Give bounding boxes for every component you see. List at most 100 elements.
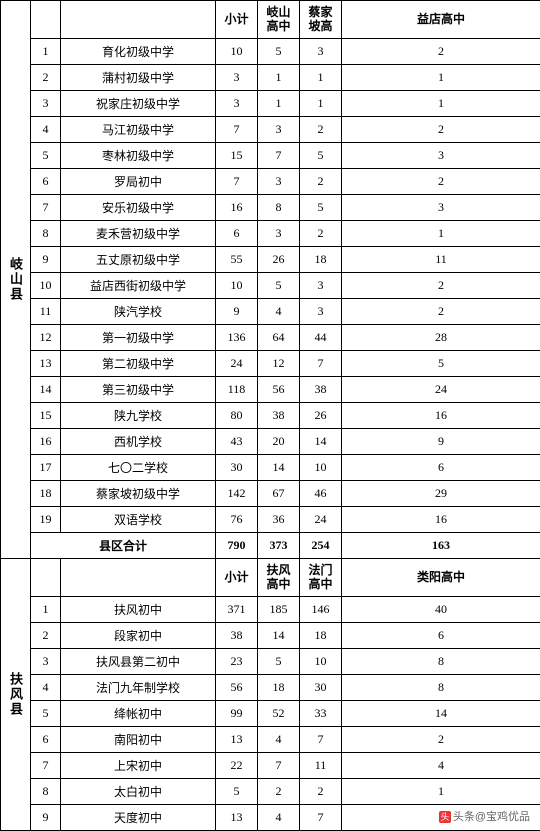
school-name: 天度初中 [61, 804, 216, 830]
col6-value: 11 [342, 246, 540, 272]
table-row: 9五丈原初级中学55261811 [1, 246, 540, 272]
school-name: 罗局初中 [61, 168, 216, 194]
row-index: 4 [31, 674, 61, 700]
table-row: 10益店西街初级中学10532 [1, 272, 540, 298]
watermark: 头头条@宝鸡优品 [435, 807, 534, 825]
school-name: 蔡家坡初级中学 [61, 480, 216, 506]
col4-value: 18 [258, 674, 300, 700]
row-index: 17 [31, 454, 61, 480]
row-index: 8 [31, 778, 61, 804]
table-row: 8麦禾营初级中学6321 [1, 220, 540, 246]
table-row: 12第一初级中学136644428 [1, 324, 540, 350]
col4-value: 5 [258, 38, 300, 64]
table-row: 17七〇二学校3014106 [1, 454, 540, 480]
subtotal-value: 10 [216, 272, 258, 298]
total-col5: 254 [300, 532, 342, 558]
subtotal-value: 76 [216, 506, 258, 532]
row-index: 4 [31, 116, 61, 142]
row-index: 3 [31, 90, 61, 116]
col5-value: 11 [300, 752, 342, 778]
school-name: 枣林初级中学 [61, 142, 216, 168]
col6-value: 16 [342, 506, 540, 532]
subtotal-value: 5 [216, 778, 258, 804]
col4-value: 14 [258, 454, 300, 480]
table-row: 8太白初中5221 [1, 778, 540, 804]
school-name: 西机学校 [61, 428, 216, 454]
toutiao-icon: 头 [439, 811, 451, 823]
row-index: 7 [31, 194, 61, 220]
col5-value: 18 [300, 246, 342, 272]
header-col4: 扶风高中 [258, 558, 300, 596]
col4-value: 36 [258, 506, 300, 532]
col4-value: 52 [258, 700, 300, 726]
col4-value: 3 [258, 116, 300, 142]
school-name: 七〇二学校 [61, 454, 216, 480]
table-row: 4法门九年制学校5618308 [1, 674, 540, 700]
col6-value: 28 [342, 324, 540, 350]
school-name: 太白初中 [61, 778, 216, 804]
col4-value: 2 [258, 778, 300, 804]
col4-value: 56 [258, 376, 300, 402]
subtotal-value: 23 [216, 648, 258, 674]
subtotal-value: 15 [216, 142, 258, 168]
col5-value: 2 [300, 116, 342, 142]
table-row: 2段家初中3814186 [1, 622, 540, 648]
subtotal-value: 30 [216, 454, 258, 480]
school-name: 祝家庄初级中学 [61, 90, 216, 116]
col4-value: 7 [258, 142, 300, 168]
col6-value: 2 [342, 116, 540, 142]
row-index: 9 [31, 804, 61, 830]
row-index: 3 [31, 648, 61, 674]
table-row: 15陕九学校80382616 [1, 402, 540, 428]
total-col4: 373 [258, 532, 300, 558]
col4-value: 3 [258, 220, 300, 246]
school-name: 第三初级中学 [61, 376, 216, 402]
total-row: 县区合计790373254163 [1, 532, 540, 558]
col5-value: 2 [300, 220, 342, 246]
col4-value: 8 [258, 194, 300, 220]
col5-value: 1 [300, 90, 342, 116]
col5-value: 1 [300, 64, 342, 90]
table-row: 6罗局初中7322 [1, 168, 540, 194]
table-row: 14第三初级中学118563824 [1, 376, 540, 402]
header-row: 扶风县小计扶风高中法门高中类阳高中 [1, 558, 540, 596]
col4-value: 67 [258, 480, 300, 506]
subtotal-value: 142 [216, 480, 258, 506]
col4-value: 26 [258, 246, 300, 272]
col5-value: 30 [300, 674, 342, 700]
row-index: 2 [31, 622, 61, 648]
school-name: 段家初中 [61, 622, 216, 648]
col4-value: 4 [258, 726, 300, 752]
subtotal-value: 24 [216, 350, 258, 376]
subtotal-value: 10 [216, 38, 258, 64]
subtotal-value: 9 [216, 298, 258, 324]
col5-value: 38 [300, 376, 342, 402]
row-index: 7 [31, 752, 61, 778]
row-index: 9 [31, 246, 61, 272]
table-row: 11陕汽学校9432 [1, 298, 540, 324]
row-index: 1 [31, 596, 61, 622]
row-index: 1 [31, 38, 61, 64]
row-index: 10 [31, 272, 61, 298]
col6-value: 3 [342, 194, 540, 220]
row-index: 2 [31, 64, 61, 90]
col4-value: 12 [258, 350, 300, 376]
school-name: 第二初级中学 [61, 350, 216, 376]
region-name: 扶风县 [1, 558, 31, 830]
table-row: 7安乐初级中学16853 [1, 194, 540, 220]
col6-value: 24 [342, 376, 540, 402]
total-label: 县区合计 [31, 532, 216, 558]
col4-value: 1 [258, 64, 300, 90]
col6-value: 8 [342, 648, 540, 674]
col6-value: 1 [342, 64, 540, 90]
table-row: 16西机学校4320149 [1, 428, 540, 454]
subtotal-value: 22 [216, 752, 258, 778]
col6-value: 4 [342, 752, 540, 778]
col6-value: 2 [342, 38, 540, 64]
table-row: 5绛帐初中99523314 [1, 700, 540, 726]
school-name: 南阳初中 [61, 726, 216, 752]
subtotal-value: 118 [216, 376, 258, 402]
subtotal-value: 6 [216, 220, 258, 246]
header-blank-school [61, 558, 216, 596]
col4-value: 4 [258, 804, 300, 830]
